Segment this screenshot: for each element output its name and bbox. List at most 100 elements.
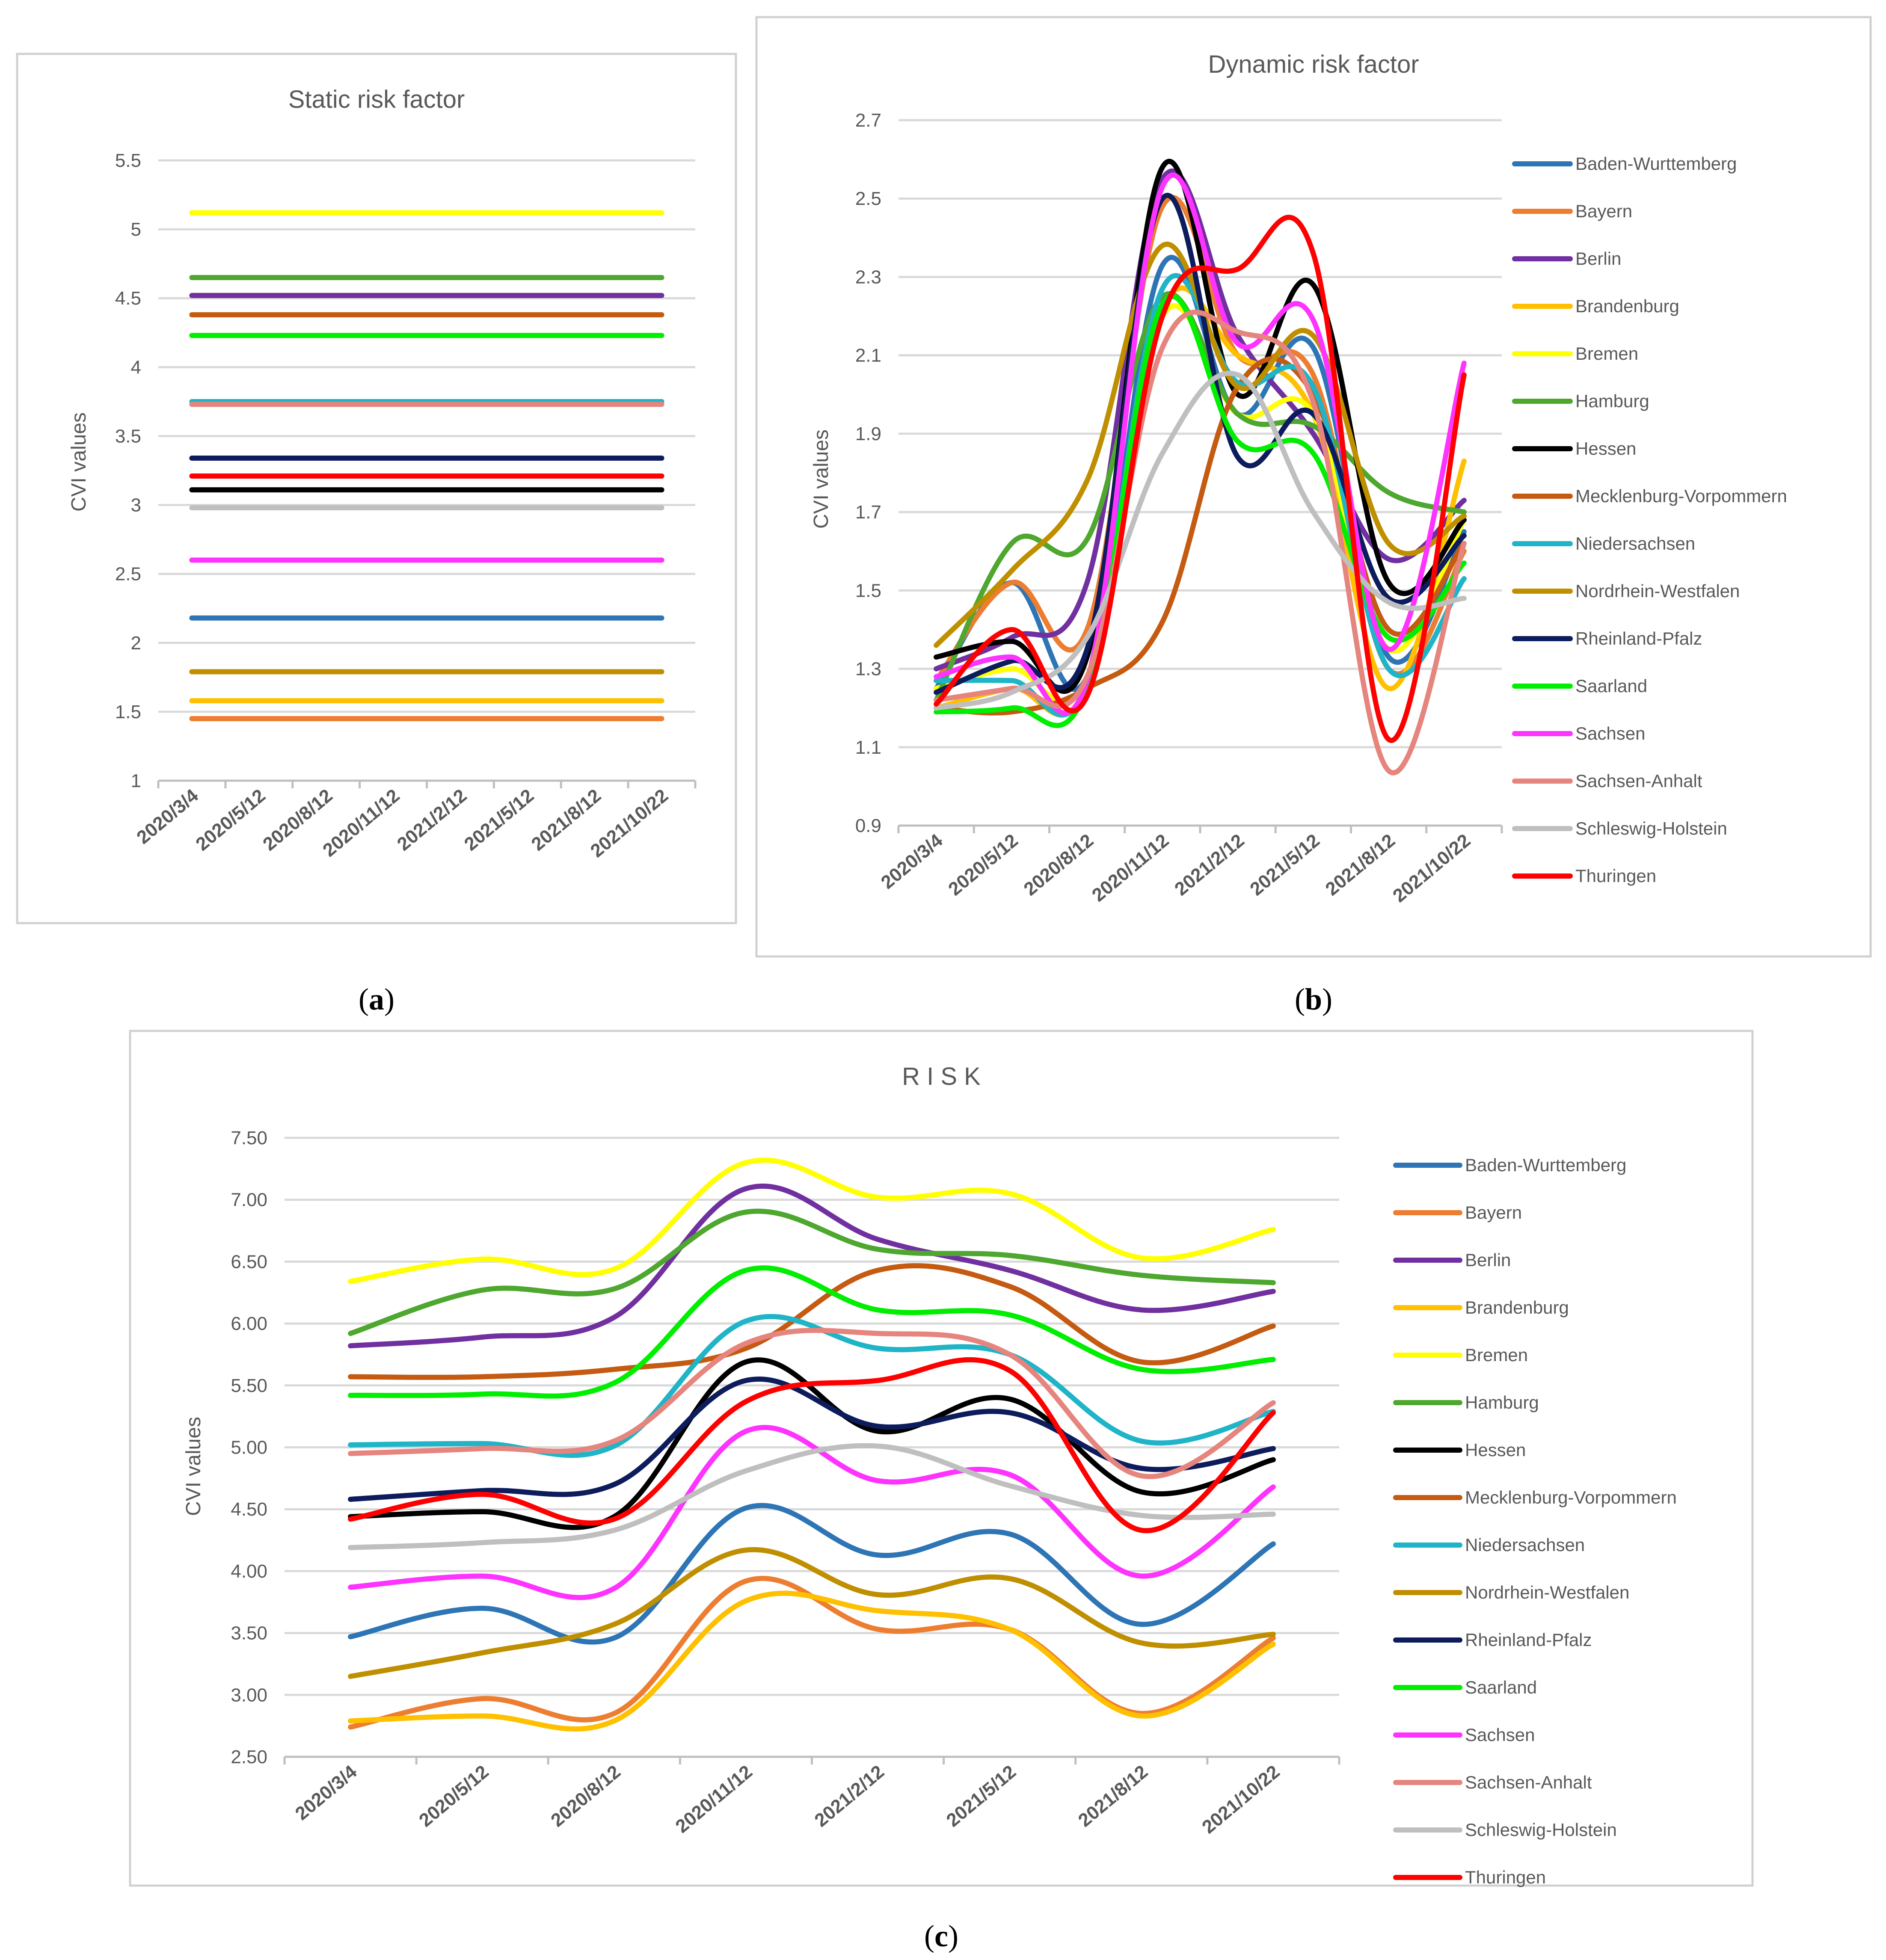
- y-tick-label: 4.00: [231, 1561, 267, 1582]
- legend-item-niedersachsen: Niedersachsen: [1393, 1535, 1585, 1555]
- series-line-bremen: [348, 1158, 1276, 1284]
- legend-label: Schleswig-Holstein: [1465, 1820, 1617, 1840]
- legend-item-baden-wurttemberg: Baden-Wurttemberg: [1512, 154, 1737, 174]
- legend-item-niedersachsen: Niedersachsen: [1512, 533, 1695, 554]
- legend-item-hessen: Hessen: [1512, 438, 1636, 459]
- y-tick-label: 0.9: [855, 815, 881, 836]
- legend-label: Niedersachsen: [1465, 1535, 1585, 1555]
- y-tick-label: 2.50: [231, 1747, 267, 1768]
- legend-item-sachsen-anhalt: Sachsen-Anhalt: [1393, 1772, 1592, 1792]
- y-tick-label: 2.7: [855, 110, 881, 131]
- y-tick-label: 5.00: [231, 1437, 267, 1458]
- panel-c-y-axis-label: CVI values: [182, 1417, 205, 1516]
- y-tick-label: 4.5: [115, 288, 141, 309]
- legend-item-rheinland-pfalz: Rheinland-Pfalz: [1512, 628, 1702, 648]
- legend-label: Baden-Wurttemberg: [1465, 1155, 1626, 1175]
- legend-item-brandenburg: Brandenburg: [1393, 1297, 1569, 1318]
- y-tick-label: 1.3: [855, 659, 881, 680]
- legend-label: Hessen: [1465, 1440, 1526, 1460]
- y-tick-label: 3.00: [231, 1685, 267, 1705]
- legend-item-hamburg: Hamburg: [1512, 391, 1649, 411]
- y-tick-label: 7.50: [231, 1128, 267, 1149]
- y-tick-label: 3.50: [231, 1623, 267, 1644]
- legend-item-nordrhein-westfalen: Nordrhein-Westfalen: [1512, 581, 1740, 601]
- series-line-sachsen-anhalt: [934, 309, 1467, 776]
- y-tick-label: 2.5: [115, 564, 141, 585]
- legend-item-mecklenburg-vorpommern: Mecklenburg-Vorpommern: [1512, 486, 1787, 506]
- series-line-berlin: [348, 1184, 1276, 1349]
- legend-label: Hamburg: [1575, 391, 1649, 411]
- legend-label: Berlin: [1465, 1250, 1511, 1270]
- y-tick-label: 3.5: [115, 426, 141, 447]
- caption-a: (a): [359, 982, 394, 1016]
- legend-item-saarland: Saarland: [1393, 1677, 1537, 1697]
- panel-b-frame: [755, 16, 1872, 958]
- series-line-brandenburg: [348, 1590, 1276, 1732]
- legend-item-baden-wurttemberg: Baden-Wurttemberg: [1393, 1155, 1626, 1175]
- y-tick-label: 2.1: [855, 345, 881, 366]
- y-tick-label: 3: [131, 495, 141, 516]
- series-line-sachsen-anhalt: [348, 1328, 1276, 1479]
- legend-item-bayern: Bayern: [1512, 201, 1632, 221]
- legend-item-hessen: Hessen: [1393, 1440, 1526, 1460]
- legend-label: Berlin: [1575, 249, 1621, 269]
- legend-label: Mecklenburg-Vorpommern: [1465, 1487, 1677, 1507]
- y-tick-label: 4: [131, 357, 141, 378]
- legend-label: Baden-Wurttemberg: [1575, 154, 1737, 174]
- panel-b: Dynamic risk factor CVI values 0.9 1.1 1.3…: [755, 16, 1872, 958]
- legend-label: Hamburg: [1465, 1392, 1539, 1412]
- panel-a-y-axis-label: CVI values: [68, 412, 90, 512]
- series-line-baden-wurttemberg: [348, 1503, 1276, 1645]
- y-tick-label: 1.9: [855, 423, 881, 444]
- legend-item-berlin: Berlin: [1512, 249, 1621, 269]
- y-tick-label: 1.5: [115, 702, 141, 722]
- series-line-hessen: [348, 1357, 1276, 1530]
- panel-c-title: R I S K: [902, 1063, 981, 1090]
- legend-item-thuringen: Thuringen: [1393, 1867, 1546, 1887]
- panel-b-title: Dynamic risk factor: [1208, 50, 1419, 78]
- panel-b-y-axis-label: CVI values: [810, 429, 833, 529]
- panel-c-legend: Baden-Wurttemberg Bayern Berlin Brandenburg…: [1393, 1155, 1677, 1887]
- y-tick-label: 2: [131, 633, 141, 654]
- series-line-schleswig-holstein: [348, 1443, 1276, 1550]
- y-tick-label: 1.7: [855, 502, 881, 523]
- legend-item-hamburg: Hamburg: [1393, 1392, 1539, 1412]
- legend-item-thuringen: Thuringen: [1512, 866, 1656, 886]
- legend-item-nordrhein-westfalen: Nordrhein-Westfalen: [1393, 1582, 1629, 1602]
- legend-label: Nordrhein-Westfalen: [1465, 1582, 1629, 1602]
- legend-label: Saarland: [1465, 1677, 1537, 1697]
- series-line-sachsen: [348, 1425, 1276, 1600]
- series-line-thuringen: [348, 1357, 1276, 1534]
- panel-c-frame: [129, 1030, 1754, 1887]
- legend-item-schleswig-holstein: Schleswig-Holstein: [1512, 818, 1727, 838]
- panel-a: Static risk factor CVI values 1 1.5 2 2.5 3 3…: [16, 53, 737, 924]
- caption-c: (c): [924, 1919, 958, 1953]
- y-tick-label: 1: [131, 770, 141, 791]
- legend-item-bremen: Bremen: [1393, 1345, 1528, 1365]
- series-line-thuringen: [934, 215, 1467, 743]
- y-tick-label: 6.00: [231, 1313, 267, 1334]
- legend-item-schleswig-holstein: Schleswig-Holstein: [1393, 1820, 1617, 1840]
- legend-item-bremen: Bremen: [1512, 343, 1638, 364]
- legend-label: Sachsen: [1575, 723, 1645, 743]
- legend-label: Schleswig-Holstein: [1575, 818, 1727, 838]
- legend-label: Bayern: [1465, 1202, 1522, 1223]
- legend-label: Sachsen-Anhalt: [1465, 1772, 1592, 1792]
- panel-c: R I S K CVI values 2.50 3.00 3.50 4.00 4.50 5…: [129, 1030, 1754, 1887]
- y-tick-label: 7.00: [231, 1190, 267, 1211]
- legend-item-saarland: Saarland: [1512, 676, 1647, 696]
- series-line-nordrhein-westfalen: [348, 1547, 1276, 1679]
- panel-a-title: Static risk factor: [288, 86, 465, 113]
- legend-item-sachsen: Sachsen: [1393, 1725, 1535, 1745]
- legend-item-brandenburg: Brandenburg: [1512, 296, 1679, 316]
- legend-item-bayern: Bayern: [1393, 1202, 1522, 1223]
- legend-label: Mecklenburg-Vorpommern: [1575, 486, 1787, 506]
- legend-label: Niedersachsen: [1575, 533, 1695, 554]
- y-tick-label: 1.1: [855, 737, 881, 758]
- y-tick-label: 6.50: [231, 1251, 267, 1272]
- legend-label: Hessen: [1575, 438, 1636, 459]
- legend-label: Rheinland-Pfalz: [1465, 1630, 1592, 1650]
- y-tick-label: 4.50: [231, 1499, 267, 1520]
- legend-label: Bremen: [1465, 1345, 1528, 1365]
